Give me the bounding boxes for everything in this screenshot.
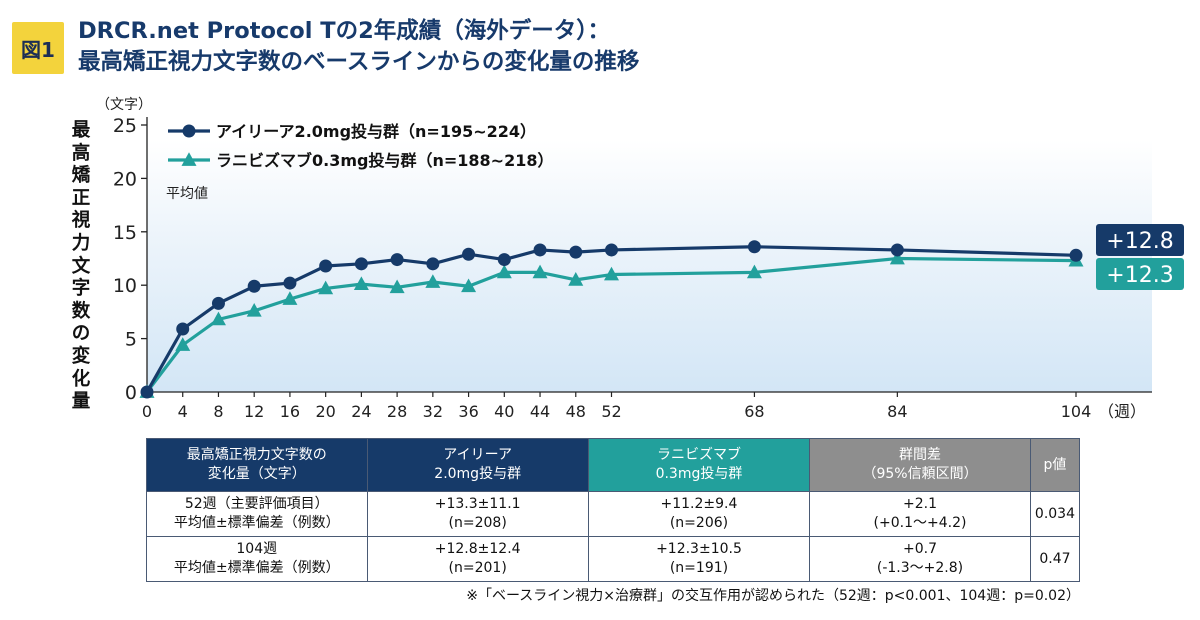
data-point-1: [889, 250, 905, 265]
x-tick-label: 12: [244, 402, 264, 421]
data-point-0: [247, 279, 261, 293]
x-tick-label: 4: [178, 402, 188, 421]
y-tick-label: 25: [113, 115, 137, 137]
y-tick-label: 20: [113, 168, 137, 190]
x-tick-label: 20: [315, 402, 335, 421]
title-line-2: 最高矯正視力文字数のベースラインからの変化量の推移: [78, 49, 640, 75]
end-label-box-1: [1096, 258, 1184, 290]
data-point-0: [533, 243, 547, 257]
header-aflibercept: アイリーア 2.0mg投与群: [366, 438, 589, 492]
row-label: 104週 平均値±標準偏差（例数）: [146, 536, 368, 582]
cell-ranibizumab: +11.2±9.4 (n=206): [587, 491, 811, 537]
y-tick-label: 0: [125, 382, 137, 404]
legend-marker-1: [181, 152, 197, 166]
data-point-1: [496, 264, 512, 279]
header-ranibizumab: ラニビズマブ 0.3mg投与群: [587, 438, 811, 492]
header-measure: 最高矯正視力文字数の 変化量（文字）: [146, 438, 368, 492]
figure-badge: 図1: [12, 22, 64, 74]
end-label-box-0: [1096, 224, 1184, 256]
data-point-1: [246, 303, 262, 317]
footnote: ※「ベースライン視力×治療群」の交互作用が認められた（52週：p<0.001、1…: [466, 588, 1080, 604]
data-point-1: [425, 274, 441, 288]
y-tick-label: 15: [113, 222, 137, 244]
end-label-1: +12.3: [1106, 263, 1173, 288]
data-point-1: [568, 272, 584, 286]
data-point-0: [354, 257, 368, 271]
end-label-0: +12.8: [1106, 229, 1173, 254]
cell-difference: +0.7 (-1.3～+2.8): [809, 536, 1031, 582]
data-point-0: [283, 276, 297, 290]
x-tick-label: 0: [142, 402, 152, 421]
x-tick-label: 32: [423, 402, 443, 421]
x-tick-label: 16: [280, 402, 300, 421]
data-point-0: [176, 322, 190, 336]
data-point-0: [747, 240, 761, 254]
annotation-mean: 平均値: [166, 186, 208, 202]
y-tick-label: 5: [125, 329, 137, 351]
x-tick-label: 28: [387, 402, 407, 421]
cell-difference: +2.1 (+0.1～+4.2): [809, 491, 1031, 537]
data-point-0: [569, 245, 583, 259]
legend-label-0: アイリーア2.0mg投与群（n=195~224）: [216, 122, 536, 141]
header-difference: 群間差 （95%信頼区間）: [809, 438, 1031, 492]
data-point-1: [353, 276, 369, 290]
x-tick-label: 24: [351, 402, 371, 421]
data-point-0: [1069, 248, 1083, 262]
data-point-1: [389, 279, 405, 294]
data-point-0: [140, 385, 154, 399]
y-tick-label: 10: [113, 275, 137, 297]
x-tick-label: 52: [601, 402, 621, 421]
y-axis-unit: （文字）: [96, 97, 152, 113]
x-tick-label: 44: [530, 402, 550, 421]
cell-aflibercept: +12.8±12.4 (n=201): [366, 536, 589, 582]
cell-ranibizumab: +12.3±10.5 (n=191): [587, 536, 811, 582]
table-row: 104週 平均値±標準偏差（例数） +12.8±12.4 (n=201) +12…: [146, 536, 1081, 582]
data-point-0: [497, 253, 511, 267]
data-point-0: [890, 243, 904, 257]
data-point-1: [532, 264, 548, 279]
x-axis-unit: （週）: [1098, 402, 1146, 421]
legend-marker-0: [182, 124, 196, 138]
data-point-1: [175, 337, 191, 351]
data-point-1: [604, 266, 619, 281]
results-table: 最高矯正視力文字数の 変化量（文字） アイリーア 2.0mg投与群 ラニビズマブ…: [146, 438, 1081, 582]
cell-p-value: 0.034: [1029, 491, 1081, 537]
cell-p-value: 0.47: [1029, 536, 1081, 582]
x-tick-label: 84: [887, 402, 907, 421]
data-point-0: [319, 259, 333, 273]
figure-title: DRCR.net Protocol Tの2年成績（海外データ）： 最高矯正視力文…: [78, 16, 639, 78]
data-point-1: [746, 264, 762, 279]
plot-background: [147, 140, 1152, 392]
x-tick-label: 40: [494, 402, 514, 421]
data-point-0: [426, 257, 440, 271]
x-tick-label: 8: [213, 402, 223, 421]
table-header-row: 最高矯正視力文字数の 変化量（文字） アイリーア 2.0mg投与群 ラニビズマブ…: [146, 438, 1081, 492]
x-tick-label: 48: [566, 402, 586, 421]
x-tick-label: 68: [744, 402, 764, 421]
data-point-0: [390, 253, 404, 267]
data-point-1: [461, 278, 477, 293]
data-point-0: [211, 296, 225, 310]
data-point-0: [605, 243, 618, 257]
header-p-value: p値: [1029, 438, 1081, 492]
title-line-1: DRCR.net Protocol Tの2年成績（海外データ）：: [78, 18, 611, 44]
table-row: 52週（主要評価項目） 平均値±標準偏差（例数） +13.3±11.1 (n=2…: [146, 491, 1081, 537]
cell-aflibercept: +13.3±11.1 (n=208): [366, 491, 589, 537]
data-point-0: [462, 247, 476, 261]
x-tick-label: 104: [1061, 402, 1092, 421]
row-label: 52週（主要評価項目） 平均値±標準偏差（例数）: [146, 491, 368, 537]
x-tick-label: 36: [458, 402, 478, 421]
data-point-1: [282, 291, 298, 305]
data-point-1: [210, 311, 226, 326]
legend-label-1: ラニビズマブ0.3mg投与群（n=188~218）: [216, 151, 553, 170]
y-axis-title: 最高矯正視力文字数の変化量: [71, 120, 91, 413]
data-point-1: [318, 280, 334, 295]
